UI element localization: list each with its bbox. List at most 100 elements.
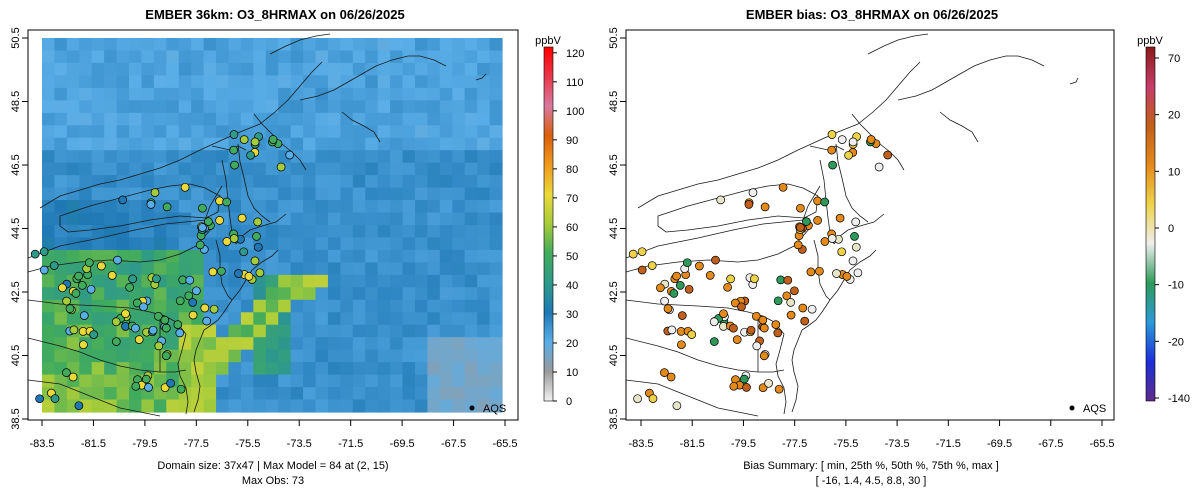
grid-cell (464, 187, 478, 201)
grid-cell (340, 212, 354, 226)
grid-cell (489, 362, 503, 376)
grid-cell (278, 187, 292, 201)
grid-cell (166, 75, 180, 89)
grid-cell (91, 112, 105, 126)
y-tick-label: 38.5 (608, 408, 620, 429)
grid-cell (315, 175, 329, 189)
grid-cell (141, 349, 155, 363)
grid-cell (414, 362, 428, 376)
grid-cell (91, 175, 105, 189)
grid-cell (390, 262, 404, 276)
grid-cell (377, 87, 391, 101)
bias-marker (746, 325, 756, 335)
grid-cell (265, 299, 279, 313)
grid-cell (477, 274, 491, 288)
grid-cell (129, 125, 143, 139)
obs-marker (68, 372, 78, 382)
grid-cell (327, 162, 341, 176)
grid-cell (129, 349, 143, 363)
grid-cell (66, 212, 80, 226)
grid-cell (253, 349, 267, 363)
grid-cell (452, 62, 466, 76)
grid-cell (104, 87, 118, 101)
bias-marker (677, 311, 687, 320)
grid-cell (116, 387, 130, 401)
grid-cell (489, 337, 503, 351)
grid-cell (439, 225, 453, 239)
grid-cell (489, 399, 503, 413)
grid-cell (240, 399, 254, 413)
grid-cell (315, 125, 329, 139)
grid-cell (54, 324, 68, 338)
obs-marker (141, 374, 151, 384)
grid-cell (303, 112, 317, 126)
grid-cell (452, 100, 466, 114)
grid-cell (390, 237, 404, 251)
grid-cell (402, 75, 416, 89)
grid-cell (315, 274, 329, 288)
grid-cell (141, 249, 155, 263)
grid-cell (79, 75, 93, 89)
grid-cell (116, 38, 130, 52)
obs-marker (86, 284, 96, 294)
grid-cell (427, 387, 441, 401)
grid-cell (116, 150, 130, 164)
grid-cell (203, 374, 217, 388)
grid-cell (129, 237, 143, 251)
grid-cell (427, 137, 441, 151)
grid-cell (439, 162, 453, 176)
grid-cell (153, 125, 167, 139)
grid-cell (315, 374, 329, 388)
grid-cell (216, 100, 230, 114)
grid-cell (402, 38, 416, 52)
grid-cell (42, 150, 56, 164)
grid-cell (489, 137, 503, 151)
grid-cell (377, 312, 391, 326)
grid-cell (365, 299, 379, 313)
grid-cell (42, 399, 56, 413)
grid-cell (402, 87, 416, 101)
y-tick-label: 46.5 (10, 154, 22, 175)
grid-cell (228, 362, 242, 376)
grid-cell (439, 212, 453, 226)
grid-cell (129, 399, 143, 413)
grid-cell (253, 87, 267, 101)
grid-cell (477, 387, 491, 401)
grid-cell (42, 87, 56, 101)
grid-cell (104, 62, 118, 76)
grid-cell (352, 287, 366, 301)
grid-cell (141, 112, 155, 126)
grid-cell (340, 200, 354, 214)
grid-cell (54, 50, 68, 64)
grid-cell (153, 212, 167, 226)
grid-cell (278, 287, 292, 301)
model-panel: EMBER 36km: O3_8HRMAX on 06/26/2025 (10, 7, 584, 487)
grid-cell (104, 212, 118, 226)
obs-marker (71, 289, 81, 298)
grid-cell (216, 75, 230, 89)
obs-marker (125, 282, 134, 292)
grid-cell (477, 137, 491, 151)
grid-cell (390, 399, 404, 413)
grid-cell (352, 125, 366, 139)
bias-marker (793, 240, 803, 250)
colorbar-ramp (543, 46, 554, 402)
grid-cell (129, 38, 143, 52)
grid-cell (402, 262, 416, 276)
grid-cell (42, 212, 56, 226)
grid-cell (104, 100, 118, 114)
grid-cell (129, 112, 143, 126)
grid-cell (265, 399, 279, 413)
grid-cell (352, 362, 366, 376)
bias-marker (682, 258, 692, 268)
grid-cell (377, 299, 391, 313)
grid-cell (303, 287, 317, 301)
grid-cell (340, 387, 354, 401)
grid-cell (489, 237, 503, 251)
grid-cell (104, 125, 118, 139)
grid-cell (240, 112, 254, 126)
grid-cell (477, 299, 491, 313)
grid-cell (79, 62, 93, 76)
obs-marker (276, 162, 286, 172)
bias-marker (807, 304, 817, 314)
